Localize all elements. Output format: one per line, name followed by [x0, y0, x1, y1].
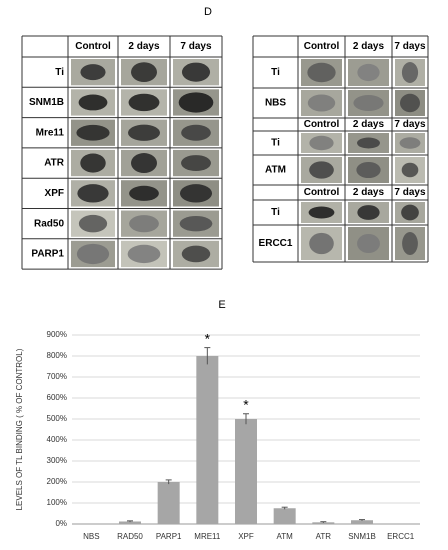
x-tick-label: SNM1B — [348, 532, 376, 541]
column-header: 2 days — [353, 187, 385, 198]
bar — [196, 356, 219, 524]
column-header: Control — [304, 41, 340, 52]
x-tick-label: ATR — [316, 532, 332, 541]
bar — [273, 508, 296, 524]
x-tick-label: XPF — [238, 532, 254, 541]
y-tick-label: 300% — [47, 456, 67, 465]
blot-spot — [129, 185, 159, 201]
column-header: 7 days — [180, 41, 212, 52]
blot-spot — [307, 62, 336, 83]
blot-spot — [179, 184, 213, 203]
row-header: ATR — [44, 158, 65, 169]
blot-spot — [178, 92, 214, 113]
blot-spot — [181, 124, 211, 141]
bar — [235, 419, 257, 524]
row-header: Rad50 — [34, 218, 64, 229]
blot-spot — [129, 215, 159, 233]
blot-spot — [78, 94, 108, 111]
column-header: 7 days — [394, 41, 426, 52]
blot-spot — [76, 243, 110, 265]
column-header: 7 days — [394, 187, 426, 198]
blot-spot — [179, 215, 213, 232]
column-header: 2 days — [353, 119, 385, 130]
bar — [119, 521, 141, 524]
row-header: Ti — [271, 67, 280, 78]
blot-spot — [128, 93, 160, 112]
row-header: SNM1B — [29, 97, 64, 108]
y-tick-label: 100% — [47, 498, 67, 507]
y-tick-label: 200% — [47, 477, 67, 486]
column-header: 2 days — [353, 41, 385, 52]
blot-spot — [130, 153, 158, 174]
blot-spot — [309, 135, 334, 151]
y-tick-label: 500% — [47, 414, 67, 423]
blot-spot — [353, 95, 384, 111]
x-tick-label: ERCC1 — [387, 532, 415, 541]
blot-spot — [399, 137, 421, 149]
blot-spot — [78, 214, 108, 233]
blot-spot — [401, 62, 419, 83]
x-tick-label: NBS — [83, 532, 99, 541]
row-header: ERCC1 — [259, 238, 293, 249]
column-header: 2 days — [128, 41, 160, 52]
blot-spot — [309, 161, 334, 179]
significance-marker: * — [205, 330, 211, 346]
x-tick-label: RAD50 — [117, 532, 143, 541]
row-header: NBS — [265, 98, 286, 109]
blot-spot — [181, 155, 211, 172]
column-header: 7 days — [394, 119, 426, 130]
x-tick-label: MRE11 — [194, 532, 221, 541]
blot-spot — [308, 206, 335, 219]
row-header: Mre11 — [36, 127, 65, 138]
panel-label: E — [218, 299, 225, 311]
column-header: Control — [304, 187, 340, 198]
column-header: Control — [75, 41, 111, 52]
blot-spot — [77, 184, 109, 203]
blot-spot — [399, 93, 421, 113]
x-tick-label: PARP1 — [156, 532, 182, 541]
blot-spot — [309, 232, 334, 255]
blot-spot — [357, 205, 380, 220]
row-header: Ti — [271, 207, 280, 218]
blot-spot — [80, 64, 106, 81]
y-tick-label: 600% — [47, 393, 67, 402]
panel-label: D — [204, 6, 212, 18]
bar — [351, 520, 373, 524]
y-tick-label: 700% — [47, 372, 67, 381]
blot-spot — [401, 204, 419, 221]
y-tick-label: 800% — [47, 351, 67, 360]
blot-spot — [357, 137, 380, 149]
bar — [157, 482, 180, 524]
blot-spot — [402, 231, 418, 256]
blot-spot — [131, 62, 157, 83]
x-tick-label: ATM — [277, 532, 294, 541]
blot-spot — [307, 94, 336, 112]
blot-spot — [357, 63, 380, 82]
blot-spot — [357, 233, 380, 254]
row-header: ATM — [265, 165, 286, 176]
column-header: Control — [304, 119, 340, 130]
row-header: Ti — [55, 67, 64, 78]
blot-spot — [76, 124, 110, 141]
blot-spot — [127, 244, 161, 264]
blot-spot — [80, 153, 106, 173]
blot-spot — [128, 124, 160, 141]
blot-spot — [401, 162, 419, 178]
bar — [312, 522, 335, 524]
row-header: Ti — [271, 138, 280, 149]
row-header: XPF — [45, 188, 64, 199]
significance-marker: * — [243, 396, 249, 412]
row-header: PARP1 — [31, 249, 64, 260]
blot-spot — [356, 161, 381, 179]
y-tick-label: 0% — [55, 519, 67, 528]
y-tick-label: 400% — [47, 435, 67, 444]
y-tick-label: 900% — [47, 330, 67, 339]
blot-spot — [181, 62, 211, 82]
blot-spot — [181, 245, 211, 263]
y-axis-label: LEVELS OF TL BINDING ( % OF CONTROL) — [15, 348, 24, 510]
